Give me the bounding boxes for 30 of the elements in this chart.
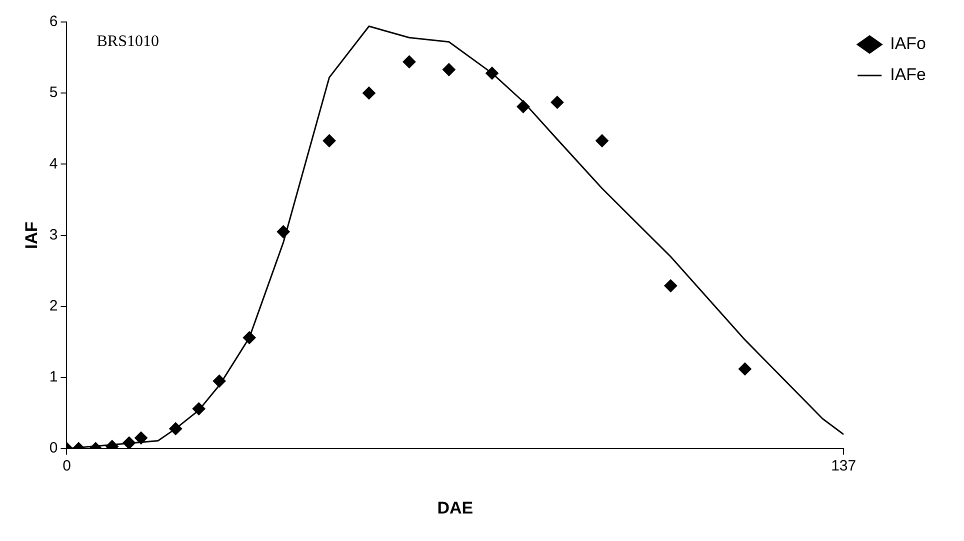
x-axis-title: DAE	[437, 498, 474, 518]
legend-label: IAFe	[890, 65, 926, 84]
point	[362, 86, 376, 100]
point	[516, 100, 530, 114]
point	[192, 402, 206, 416]
point	[134, 431, 148, 444]
point	[276, 225, 290, 238]
legend-label: IAFo	[890, 34, 926, 54]
annotation: BRS1010	[96, 33, 159, 50]
y-tick-label: 2	[49, 298, 58, 315]
point	[122, 436, 136, 449]
point	[738, 362, 752, 376]
y-axis-title: IAF	[22, 222, 41, 249]
point	[596, 134, 609, 148]
point	[242, 331, 256, 344]
y-tick-label: 3	[49, 226, 58, 244]
y-tick-label: 1	[49, 368, 58, 386]
x-tick-label: 137	[831, 458, 856, 475]
point	[442, 63, 456, 76]
y-tick-label: 6	[49, 13, 58, 30]
y-tick-label: 4	[49, 155, 58, 172]
point	[212, 374, 226, 388]
point	[322, 134, 336, 148]
point	[486, 66, 499, 80]
y-tick-label: 0	[49, 440, 58, 457]
point	[550, 96, 564, 109]
point	[664, 279, 678, 292]
y-tick-label: 5	[49, 84, 58, 102]
point	[402, 55, 416, 68]
point	[169, 422, 182, 436]
